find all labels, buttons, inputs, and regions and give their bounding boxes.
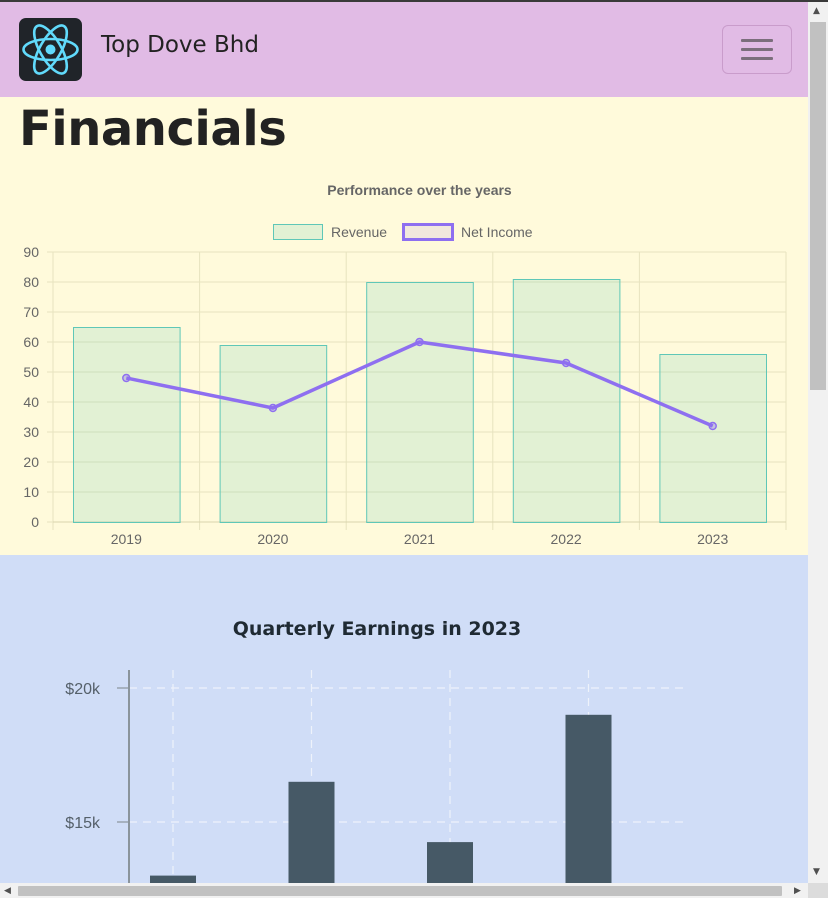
y-tick-label: 90 (23, 244, 39, 260)
line-net-income (125, 340, 714, 428)
bar-revenue-2020 (219, 345, 328, 523)
page-viewport: Top Dove Bhd Financials Performance over… (0, 2, 808, 883)
bar-earnings-Q2 (288, 781, 335, 883)
y-tick-label: 60 (23, 334, 39, 350)
legend-swatch-net-income (402, 223, 454, 241)
legend-label-net-income: Net Income (461, 224, 533, 240)
bar-earnings-Q4 (565, 714, 612, 883)
x-tick-label: 2020 (257, 531, 288, 547)
bar-revenue-2023 (659, 354, 768, 523)
chart-title: Performance over the years (327, 182, 512, 198)
point-net-income-2021 (415, 337, 424, 347)
vertical-scrollbar-thumb[interactable] (810, 22, 826, 390)
legend-label-revenue: Revenue (331, 224, 387, 240)
point-net-income-2019 (122, 373, 131, 383)
hamburger-line (741, 48, 773, 51)
brand-name[interactable]: Top Dove Bhd (101, 32, 259, 58)
hamburger-menu-icon (741, 39, 773, 42)
scrollbar-corner (808, 883, 828, 898)
y-tick-label: 30 (23, 424, 39, 440)
point-net-income-2023 (708, 421, 717, 431)
x-tick-label: 2022 (551, 531, 582, 547)
performance-section: Financials Performance over the years Rev… (0, 97, 808, 555)
x-tick-label: 2023 (697, 531, 728, 547)
bar-revenue-2021 (366, 282, 474, 523)
chart-title: Quarterly Earnings in 2023 (233, 618, 522, 640)
quarterly-earnings-section: Quarterly Earnings in 2023 $20k $15k (0, 555, 808, 883)
bar-earnings-Q1 (150, 875, 196, 883)
window-top-border (0, 0, 828, 2)
y-tick-label: 70 (23, 304, 39, 320)
hamburger-line (741, 57, 773, 60)
legend-swatch-revenue (273, 224, 323, 240)
navbar: Top Dove Bhd (0, 2, 808, 97)
y-tick-label: $20k (65, 681, 101, 698)
y-tick-label: 40 (23, 394, 39, 410)
y-tick-label: 10 (23, 484, 39, 500)
point-net-income-2022 (561, 358, 571, 368)
scroll-left-arrow-icon[interactable]: ◀ (4, 886, 11, 896)
y-tick-label: 20 (23, 454, 39, 470)
y-tick-label: $15k (65, 815, 101, 832)
point-net-income-2020 (268, 403, 278, 413)
scroll-up-arrow-icon[interactable]: ▲ (813, 6, 820, 16)
y-tick-label: 0 (31, 514, 39, 530)
y-tick-label: 80 (23, 274, 39, 290)
performance-chart: Performance over the years Revenue Net Inc… (23, 182, 787, 547)
quarterly-earnings-chart: Quarterly Earnings in 2023 $20k $15k (65, 618, 683, 883)
bar-revenue-2022 (512, 279, 621, 523)
page-title: Financials (19, 101, 287, 157)
hamburger-menu-button[interactable] (722, 25, 792, 74)
x-tick-label: 2019 (111, 531, 142, 547)
x-tick-label: 2021 (404, 531, 435, 547)
scroll-right-arrow-icon[interactable]: ▶ (794, 886, 801, 896)
horizontal-scrollbar-thumb[interactable] (18, 886, 782, 896)
scroll-down-arrow-icon[interactable]: ▼ (813, 867, 820, 877)
y-tick-label: 50 (23, 364, 39, 380)
bar-earnings-Q3 (427, 842, 473, 883)
react-atom-icon[interactable] (19, 18, 82, 81)
bar-revenue-2019 (73, 327, 181, 523)
